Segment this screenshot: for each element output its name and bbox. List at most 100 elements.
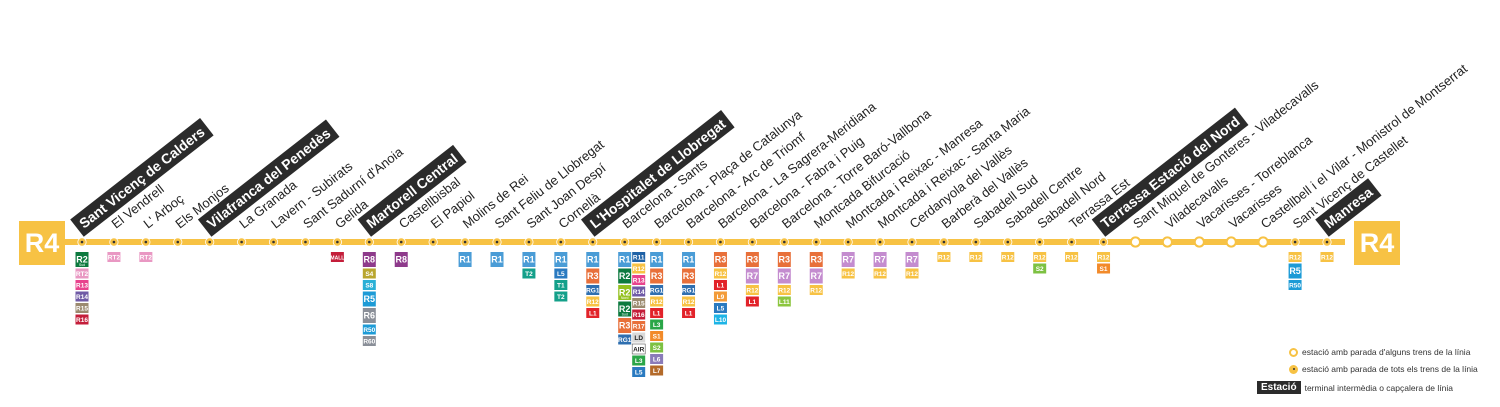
connection-badge-r1: R1	[458, 252, 472, 267]
badge-bg	[362, 291, 376, 307]
badge-bg	[650, 319, 664, 330]
connection-badge-t2: T2	[522, 268, 536, 279]
connection-badge-r1: R1	[618, 252, 632, 267]
connection-badge-l7: L7	[650, 365, 664, 376]
badge-label: R3	[683, 271, 695, 281]
stop-dot-center	[495, 240, 499, 244]
badge-bg	[554, 252, 568, 267]
stop-ring	[1161, 236, 1173, 248]
badge-bg	[362, 280, 376, 290]
connection-badge-r12: R12	[841, 268, 855, 279]
station-stop-sant-sadurn-d-anoia	[300, 237, 311, 247]
connection-badge-r12: R12	[873, 268, 887, 279]
badge-bg	[841, 268, 855, 279]
stop-dot-center	[463, 240, 467, 244]
stop-dot-center	[527, 240, 531, 244]
badge-label: R3	[715, 255, 727, 265]
connection-badge-r12: R12	[713, 268, 727, 279]
stop-dot-center	[240, 240, 243, 244]
stop-dot-center	[144, 240, 148, 244]
badge-label: RT2	[76, 271, 89, 278]
connection-badge-s1: S1	[1097, 263, 1111, 274]
connection-badge-l5: L5	[713, 303, 727, 313]
badge-label: RG1	[586, 288, 600, 295]
stop-dot-center	[783, 240, 786, 244]
stop-dot-center	[112, 240, 116, 244]
badge-bg	[777, 252, 791, 267]
connection-badge-r60: R60	[362, 336, 376, 346]
connection-badge-r3: R3	[777, 252, 791, 267]
badge-bg	[650, 308, 664, 318]
station-stop-barcelona-fabra-i-puig	[747, 237, 757, 247]
stop-dot-center	[751, 240, 754, 244]
connection-badge-l6: L6	[650, 354, 664, 364]
badge-label: S1	[1100, 266, 1108, 273]
station-stop-sabadell-nord	[1035, 237, 1045, 247]
badge-label: R7	[810, 271, 822, 281]
connection-badge-r50: R50	[362, 324, 376, 335]
badge-bg	[1033, 263, 1047, 274]
legend-all-text: estació amb parada de tots els trens de …	[1302, 364, 1478, 374]
badge-label: R2	[619, 271, 631, 281]
connection-badge-t1: T1	[554, 280, 568, 290]
badge-label: RG1	[682, 288, 696, 295]
badge-bg	[650, 296, 664, 307]
badge-bg	[713, 280, 727, 290]
badge-label: R1	[651, 255, 663, 265]
badge-label: T2	[557, 294, 565, 301]
badge-bg	[632, 298, 646, 308]
badge-label: R3	[747, 255, 759, 265]
badge-label: R7	[842, 255, 854, 265]
connection-badge-t2: T2	[554, 291, 568, 302]
badge-label: R3	[779, 255, 791, 265]
badge-bg	[809, 268, 823, 284]
badge-bg	[650, 365, 664, 376]
badge-bg	[618, 301, 632, 317]
connection-badge-r5: R5	[362, 291, 376, 307]
terminal-label-box	[357, 144, 467, 237]
connection-badge-r3: R3	[618, 318, 632, 333]
badge-label: L3	[635, 358, 643, 365]
badge-label: L1	[749, 299, 757, 306]
station-stop-sant-feliu-de-llobregat	[492, 237, 502, 247]
connection-badge-r12: R12	[969, 252, 983, 262]
badge-bg	[458, 252, 472, 267]
badge-bg	[682, 308, 696, 318]
connection-badge-r12: R12	[632, 263, 646, 274]
badge-label: L1	[685, 311, 693, 318]
station-stop-barcelona-la-sagrera-meridiana	[715, 237, 726, 247]
stop-dot-center	[1006, 240, 1010, 244]
station-stop-cerdanyola-del-vall-s	[907, 237, 917, 247]
badge-bg	[362, 268, 376, 279]
connection-badge-r14: R14	[632, 286, 646, 297]
connection-badge-s4: S4	[362, 268, 376, 279]
stop-dot-center	[910, 240, 914, 244]
connection-badge-rt2: RT2	[139, 252, 152, 262]
badge-bg	[554, 280, 568, 290]
connection-badge-r15: R15	[75, 303, 89, 313]
connection-badge-r12: R12	[1288, 252, 1302, 262]
badge-bg	[586, 285, 600, 295]
badge-bg	[632, 355, 646, 366]
station-stop-sant-joan-desp	[524, 237, 534, 247]
badge-label: R17	[633, 324, 645, 331]
station-stop-vilafranca-del-pened-s	[205, 237, 215, 247]
stop-dot-center	[623, 240, 626, 244]
badge-bg	[905, 268, 919, 279]
badge-bg	[632, 263, 646, 274]
legend-partial: estació amb parada d'alguns trens de la …	[1289, 347, 1470, 357]
station-stop-castellbell-i-el-vilar-monistrol-de-montserrat	[1257, 236, 1269, 248]
station-stop-viladecavalls	[1161, 236, 1173, 248]
badge-label: S4	[365, 271, 373, 278]
badge-label: L1	[717, 283, 725, 290]
badge-label: T1	[557, 283, 565, 290]
connection-badge-l3: L3	[632, 355, 646, 366]
stop-dot-center	[974, 240, 978, 244]
badge-label: R3	[587, 271, 599, 281]
station-stop-sabadell-sud	[971, 237, 981, 247]
badge-bg	[586, 252, 600, 267]
connection-badge-r3: R3	[809, 252, 823, 267]
badge-bg	[650, 252, 664, 267]
badge-bg	[937, 252, 951, 262]
